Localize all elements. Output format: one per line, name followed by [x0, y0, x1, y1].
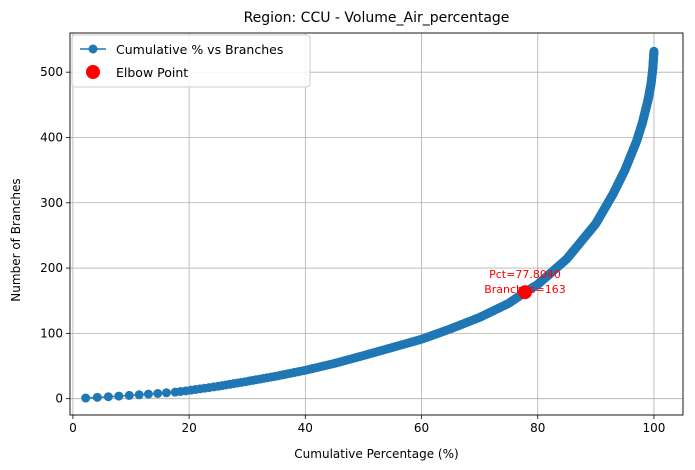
- x-tick-label: 60: [414, 421, 429, 435]
- data-point: [134, 390, 144, 400]
- y-axis-label: Number of Branches: [9, 178, 23, 301]
- legend: Cumulative % vs Branches Elbow Point: [71, 34, 311, 88]
- legend-label-elbow: Elbow Point: [116, 65, 188, 80]
- series-layer: Pct=77.8040 Branches=163: [81, 46, 659, 403]
- data-point: [124, 390, 134, 400]
- data-point: [103, 392, 113, 402]
- data-point: [81, 393, 91, 403]
- legend-label-series: Cumulative % vs Branches: [116, 42, 283, 57]
- x-tick-label: 40: [298, 421, 313, 435]
- data-point: [143, 389, 153, 399]
- elbow-point: [517, 285, 532, 300]
- y-tick-label: 400: [40, 130, 63, 144]
- legend-box: [71, 34, 311, 88]
- chart-title: Region: CCU - Volume_Air_percentage: [244, 10, 510, 26]
- y-tick-label: 0: [55, 392, 63, 406]
- y-tick-label: 100: [40, 326, 63, 340]
- data-point: [649, 46, 659, 56]
- legend-elbow-swatch: [86, 65, 100, 79]
- x-tick-label: 80: [530, 421, 545, 435]
- x-tick-label: 100: [642, 421, 665, 435]
- series-line: [85, 51, 655, 399]
- data-point: [153, 388, 163, 398]
- y-tick-label: 200: [40, 261, 63, 275]
- ticks: 0 20 40 60 80 100 0 100 200 300 400 500: [40, 65, 665, 435]
- x-tick-label: 20: [181, 421, 196, 435]
- elbow-annotation-branches: Branches=163: [484, 283, 566, 296]
- data-point: [114, 391, 124, 401]
- legend-marker-swatch: [88, 44, 98, 54]
- plot-frame: [69, 32, 684, 416]
- data-point: [92, 392, 102, 402]
- x-axis-label: Cumulative Percentage (%): [294, 447, 458, 461]
- y-tick-label: 500: [40, 65, 63, 79]
- x-tick-label: 0: [69, 421, 77, 435]
- data-point: [161, 388, 171, 398]
- elbow-annotation-pct: Pct=77.8040: [489, 268, 561, 281]
- y-tick-label: 300: [40, 196, 63, 210]
